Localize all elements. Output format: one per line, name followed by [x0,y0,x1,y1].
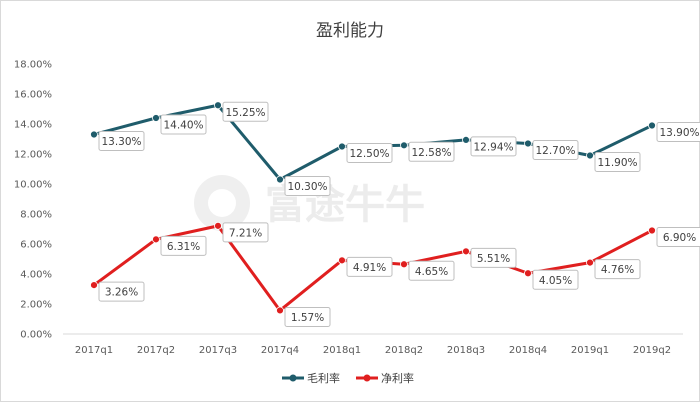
x-tick-label: 2019q2 [633,345,671,356]
data-point [214,221,222,230]
data-label-box [98,131,145,151]
data-label-box [98,281,145,302]
data-label-box [470,136,517,157]
data-label-box [656,227,700,247]
data-label-box [594,152,641,172]
y-tick-label: 6.00% [20,240,52,251]
data-point [152,235,160,244]
data-point [276,175,284,184]
y-tick-label: 16.00% [14,90,52,101]
data-label: 3.26% [105,287,138,299]
x-tick-label: 2018q1 [323,345,361,356]
data-label: 10.30% [287,181,327,193]
y-tick-label: 8.00% [20,210,52,221]
data-label-box [470,247,517,268]
data-label-box [222,101,269,122]
x-tick-label: 2019q1 [571,345,609,356]
data-label-box [656,122,700,142]
data-label: 11.90% [597,157,637,169]
data-point [152,114,160,122]
legend-label: 净利率 [381,371,414,385]
data-point [648,121,656,130]
data-point [586,258,594,267]
x-tick-label: 2018q4 [509,345,547,356]
data-label-box [594,259,641,280]
data-label: 6.31% [167,241,200,253]
x-tick-label: 2017q3 [199,345,237,356]
data-point [400,260,408,269]
data-point [400,141,408,150]
data-point [462,247,470,256]
data-point [338,142,346,151]
data-label-box [160,114,207,135]
data-point [462,135,470,144]
data-label: 4.05% [539,275,572,287]
data-label: 12.94% [473,141,513,153]
watermark-logo-inner [208,189,236,217]
data-label: 4.91% [353,262,386,274]
data-label-box [408,141,455,162]
y-tick-label: 10.00% [14,180,52,191]
data-label-box [532,269,579,290]
data-label-box [160,235,207,256]
legend-label: 毛利率 [307,371,340,385]
data-point [524,269,532,278]
y-tick-label: 14.00% [14,120,52,131]
y-tick-label: 2.00% [20,300,52,311]
data-label-box [346,256,393,277]
data-label: 12.58% [411,147,451,159]
data-point [648,226,656,235]
data-label-box [284,306,331,327]
data-label-box [532,140,579,160]
data-point [90,130,98,139]
data-point [214,101,222,110]
data-point [276,306,284,315]
x-tick-label: 2018q3 [447,345,485,356]
legend-marker [363,374,371,382]
data-label-box [222,222,269,243]
x-tick-label: 2017q4 [261,345,299,356]
data-label: 1.57% [291,312,324,324]
data-label: 4.65% [415,266,448,278]
legend-marker [289,374,297,382]
x-axis-ticks: 2017q1 2017q2 2017q3 2017q4 2018q1 2018q2 2018… [75,345,671,356]
y-tick-label: 0.00% [20,330,52,341]
data-label: 6.90% [663,232,696,244]
data-label: 12.50% [349,148,389,160]
data-label: 15.25% [225,107,265,119]
x-tick-label: 2017q1 [75,345,113,356]
data-label-box [408,260,455,281]
y-axis-ticks: 0.00% 2.00% 4.00% 6.00% 8.00% 10.00% 12.00% 14.… [14,60,52,341]
data-label: 5.51% [477,253,510,265]
legend: 毛利率 净利率 [282,371,414,385]
data-point [524,139,532,148]
data-label: 12.70% [535,145,575,157]
x-tick-label: 2018q2 [385,345,423,356]
data-label: 7.21% [229,227,262,239]
x-tick-label: 2017q2 [137,345,175,356]
data-label: 13.90% [659,127,699,139]
chart-title: 盈利能力 [316,21,384,41]
data-label: 13.30% [101,136,141,148]
data-label-box [284,176,331,196]
data-point [90,281,98,290]
data-point [586,151,594,160]
data-point [338,256,346,265]
data-label: 4.76% [601,264,634,276]
data-label-box [346,143,393,163]
y-tick-label: 18.00% [14,60,52,71]
data-label: 14.40% [163,120,203,132]
y-tick-label: 4.00% [20,270,52,281]
y-tick-label: 12.00% [14,150,52,161]
data-labels: 13.30% 14.40% 15.25% 10.30% 12.50% 12.58% 12.9… [98,101,700,327]
